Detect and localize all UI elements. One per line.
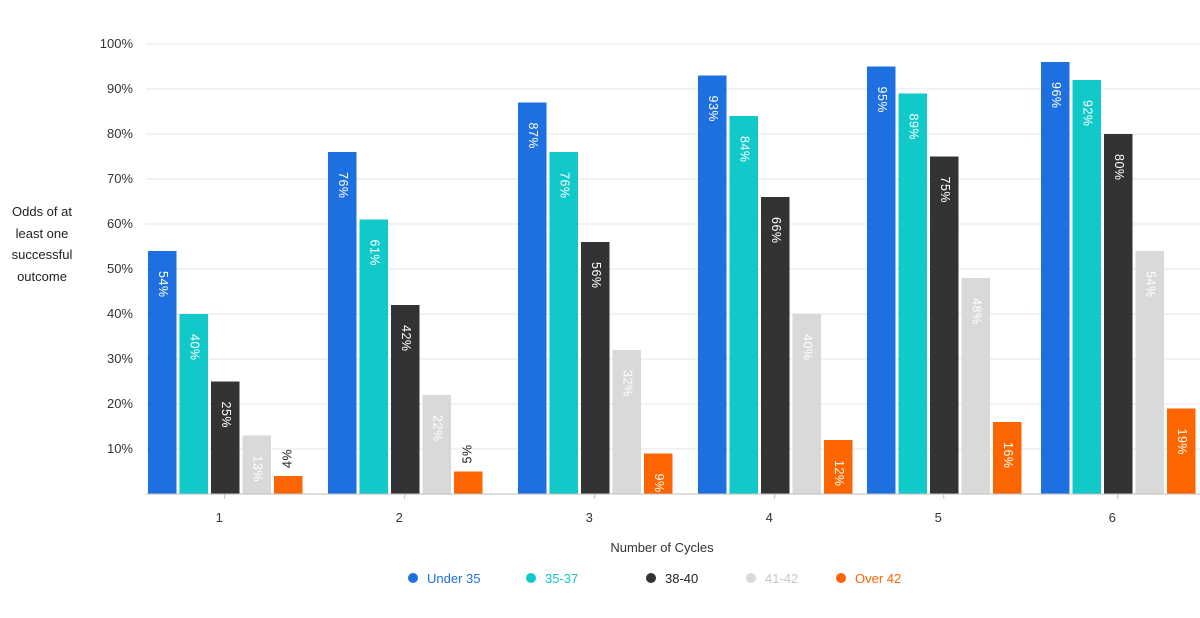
x-tick-label: 2 — [396, 510, 403, 525]
legend-marker — [408, 573, 418, 583]
bar-value-label: 56% — [589, 262, 603, 289]
bar-value-label: 96% — [1049, 82, 1063, 109]
bar-value-label: 61% — [367, 240, 381, 267]
x-tick-label: 6 — [1109, 510, 1116, 525]
bar-value-label: 54% — [1143, 271, 1157, 298]
bar-value-label: 9% — [652, 474, 666, 493]
legend-label: Over 42 — [855, 571, 901, 586]
bar-value-label: 54% — [156, 271, 170, 298]
bar — [148, 251, 177, 494]
x-tick-label: 5 — [935, 510, 942, 525]
bar-value-label: 42% — [399, 325, 413, 352]
bar — [549, 152, 578, 494]
bar — [792, 314, 821, 494]
bar — [612, 350, 641, 494]
bar-value-label: 84% — [737, 136, 751, 163]
bar-value-label: 13% — [250, 456, 264, 483]
bar — [930, 156, 959, 494]
bar-value-label: 95% — [875, 87, 889, 114]
bar — [867, 66, 896, 494]
bar — [761, 197, 790, 494]
x-tick-label: 4 — [766, 510, 773, 525]
bar-value-label: 40% — [800, 334, 814, 361]
bar — [729, 116, 758, 494]
bar — [518, 102, 547, 494]
y-tick-label: 40% — [107, 306, 133, 321]
bar-value-label: 48% — [969, 298, 983, 325]
legend-label: 41-42 — [765, 571, 798, 586]
legend-label: 38-40 — [665, 571, 698, 586]
bar — [1041, 62, 1070, 494]
bar-value-label: 75% — [938, 177, 952, 204]
bar — [824, 440, 853, 494]
y-tick-label: 30% — [107, 351, 133, 366]
bar-value-label: 5% — [461, 444, 475, 463]
legend-marker — [526, 573, 536, 583]
legend-label: 35-37 — [545, 571, 578, 586]
bars: 54% 40% 25% 13% 4% 76% 61% 42% 22% 5% 87% 76% 56% 32%… — [148, 62, 1196, 494]
y-axis-label-line-3: successful — [12, 247, 73, 262]
bar — [698, 75, 727, 494]
bar-value-label: 80% — [1112, 154, 1126, 181]
y-tick-label: 20% — [107, 396, 133, 411]
bar — [1072, 80, 1101, 494]
bar-value-label: 12% — [832, 460, 846, 487]
bar — [391, 305, 420, 494]
bar — [898, 93, 927, 494]
bar — [422, 395, 451, 494]
bar-value-label: 25% — [219, 402, 233, 429]
x-axis-label: Number of Cycles — [610, 540, 714, 555]
legend-marker — [836, 573, 846, 583]
bar — [211, 381, 240, 494]
legend-marker — [746, 573, 756, 583]
y-tick-label: 50% — [107, 261, 133, 276]
bar — [328, 152, 357, 494]
y-axis-label-line-1: Odds of at — [12, 204, 72, 219]
legend-label: Under 35 — [427, 571, 480, 586]
legend: Under 35 35-37 38-40 41-42 Over 42 — [408, 571, 901, 586]
bar — [359, 219, 388, 494]
bar — [454, 471, 483, 494]
bar — [581, 242, 610, 494]
y-tick-label: 100% — [100, 36, 134, 51]
bar — [242, 435, 271, 494]
legend-marker — [646, 573, 656, 583]
x-tick-label: 1 — [216, 510, 223, 525]
bar-value-label: 76% — [336, 172, 350, 199]
bar-value-label: 76% — [557, 172, 571, 199]
y-axis-label-line-2: least one — [16, 226, 69, 241]
bar-value-label: 19% — [1175, 429, 1189, 456]
y-tick-label: 60% — [107, 216, 133, 231]
y-axis-label: Odds of at least one successful outcome — [12, 204, 73, 284]
bar-value-label: 22% — [430, 415, 444, 442]
bar-value-label: 93% — [706, 96, 720, 123]
gridlines — [146, 43, 1200, 450]
bar — [1104, 134, 1133, 494]
y-axis-ticks: 10% 20% 30% 40% 50% 60% 70% 80% 90% 100% — [100, 36, 134, 456]
y-tick-label: 10% — [107, 441, 133, 456]
bar-value-label: 87% — [526, 123, 540, 150]
bar — [1135, 251, 1164, 494]
bar-value-label: 32% — [620, 370, 634, 397]
y-tick-label: 90% — [107, 81, 133, 96]
bar — [644, 453, 673, 494]
bar — [179, 314, 208, 494]
y-axis-label-line-4: outcome — [17, 269, 67, 284]
bar — [274, 476, 303, 494]
x-axis-ticks: 1 2 3 4 5 6 — [216, 494, 1119, 525]
bar-value-label: 40% — [187, 334, 201, 361]
x-tick-label: 3 — [586, 510, 593, 525]
bar-value-label: 89% — [906, 114, 920, 141]
bar — [1167, 408, 1196, 494]
bar — [993, 422, 1022, 494]
bar-value-label: 66% — [769, 217, 783, 244]
y-tick-label: 80% — [107, 126, 133, 141]
bar-value-label: 4% — [281, 449, 295, 468]
bar-value-label: 92% — [1080, 100, 1094, 127]
bar-value-label: 16% — [1001, 442, 1015, 469]
y-tick-label: 70% — [107, 171, 133, 186]
bar — [961, 278, 990, 494]
